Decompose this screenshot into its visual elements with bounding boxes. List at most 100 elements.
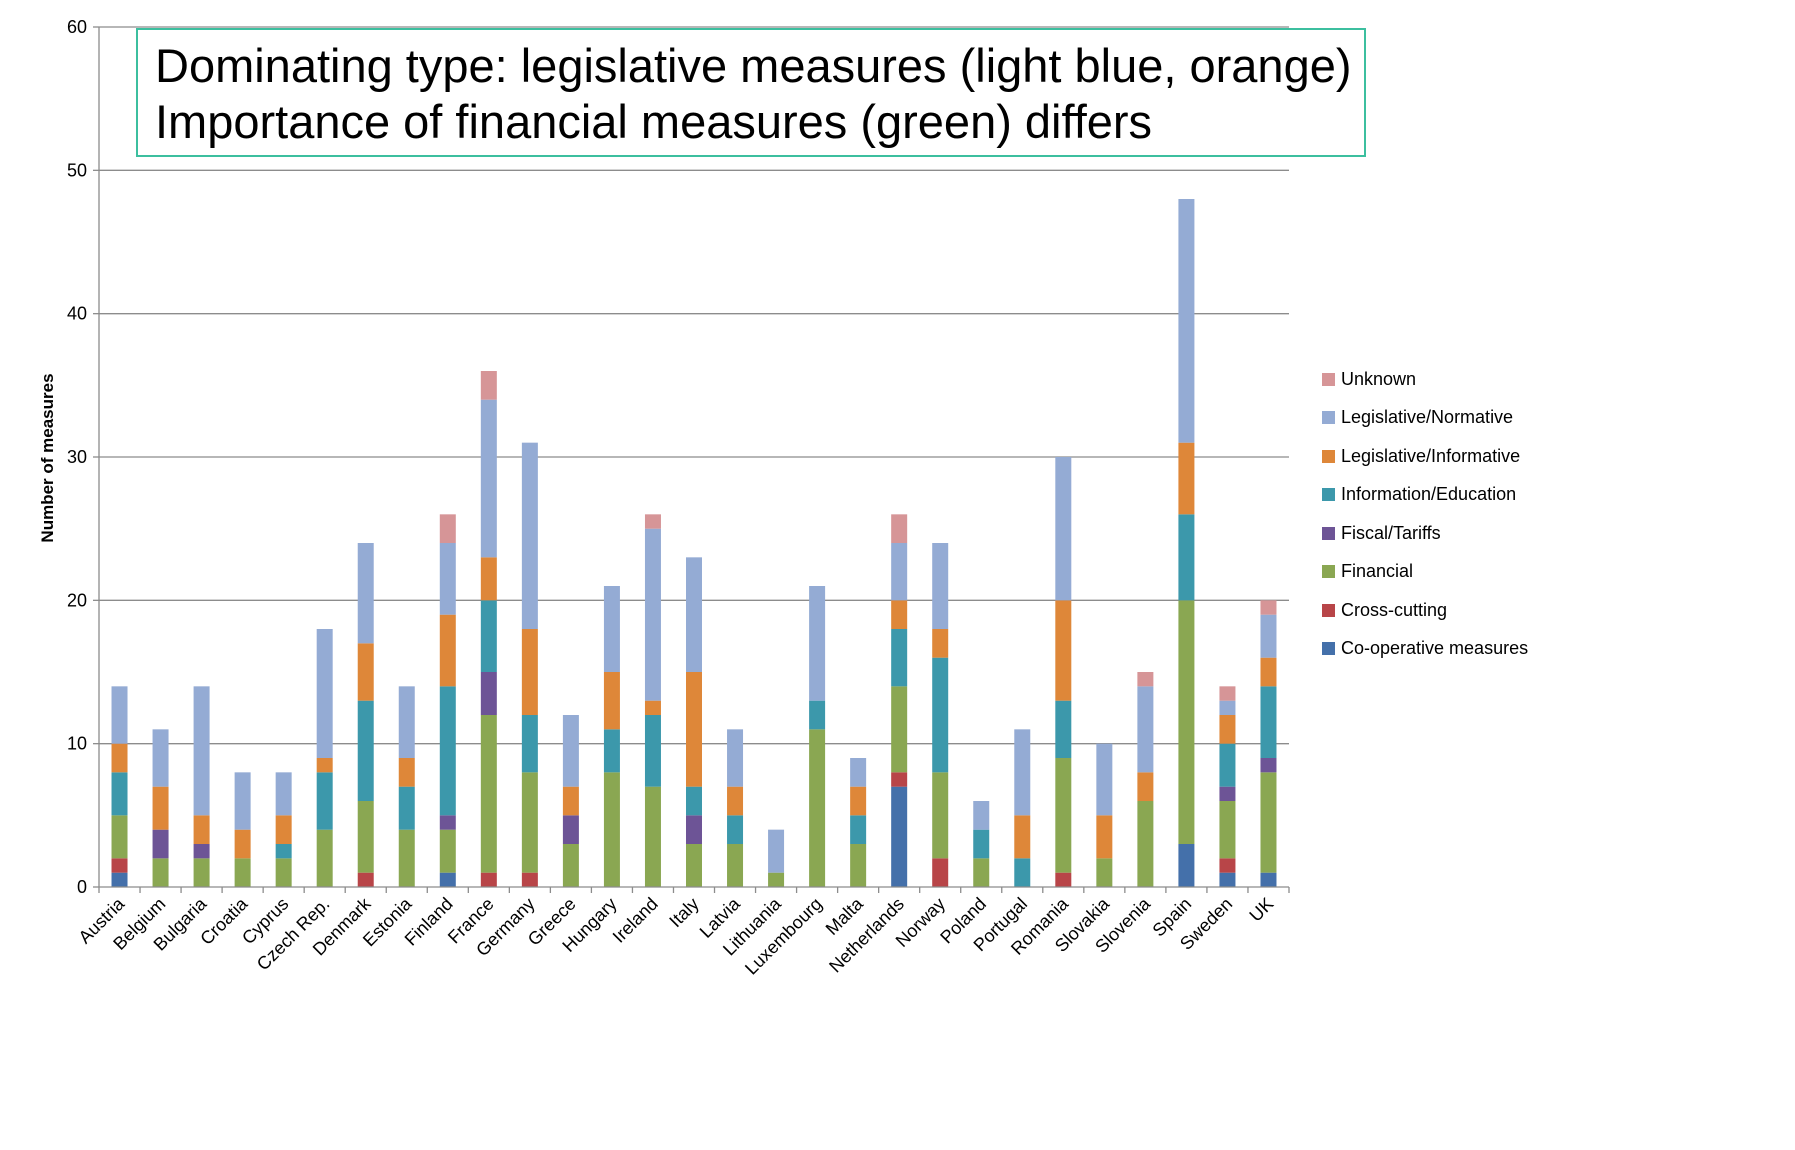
bar-segment-netherlands-legislativenormative <box>891 543 908 601</box>
bar-segment-finland-informationeducation <box>439 686 456 816</box>
bar-segment-uk-fiscaltariffs <box>1260 758 1277 773</box>
bar-segment-hungary-financial <box>603 772 620 887</box>
bar-segment-germany-informationeducation <box>521 715 538 773</box>
y-tick-label: 20 <box>67 590 87 610</box>
bar-segment-france-fiscaltariffs <box>480 672 497 715</box>
bar-segment-belgium-financial <box>152 858 169 887</box>
legend-item-fiscaltariffs: Fiscal/Tariffs <box>1322 514 1528 553</box>
bar-segment-norway-informationeducation <box>932 657 949 773</box>
bar-segment-sweden-crosscutting <box>1219 858 1236 873</box>
bar-segment-netherlands-legislativeinformative <box>891 600 908 629</box>
bar-segment-cyprus-financial <box>275 858 292 887</box>
bar-segment-austria-cooperativemeasures <box>111 872 128 887</box>
bar-segment-slovenia-financial <box>1137 801 1154 887</box>
bar-segment-france-legislativenormative <box>480 399 497 558</box>
bar-segment-uk-informationeducation <box>1260 686 1277 758</box>
bar-segment-norway-legislativenormative <box>932 543 949 629</box>
y-tick-labels: 0 10 20 30 40 50 60 <box>67 17 87 897</box>
bar-segment-croatia-legislativeinformative <box>234 829 251 859</box>
y-tick-label: 30 <box>67 447 87 467</box>
legend-item-financial: Financial <box>1322 553 1528 592</box>
bar-segment-malta-financial <box>850 844 867 887</box>
bar-segment-norway-crosscutting <box>932 858 949 887</box>
bar-segment-ireland-legislativeinformative <box>644 700 661 715</box>
bar-segment-norway-legislativeinformative <box>932 629 949 658</box>
bar-segment-sweden-informationeducation <box>1219 743 1236 787</box>
legend-swatch <box>1322 565 1335 579</box>
bar-segment-finland-legislativeinformative <box>439 614 456 687</box>
axes <box>93 26 1290 893</box>
bar-segment-luxembourg-legislativenormative <box>809 586 826 701</box>
bar-segment-belgium-legislativeinformative <box>152 786 169 830</box>
bar-segment-greece-financial <box>562 844 579 887</box>
bar-segment-slovakia-legislativenormative <box>1096 743 1113 816</box>
bar-segment-ireland-legislativenormative <box>644 528 661 701</box>
bar-segment-finland-financial <box>439 829 456 873</box>
bar-segment-bulgaria-legislativeinformative <box>193 815 210 844</box>
bar-segment-spain-legislativeinformative <box>1178 442 1195 515</box>
legend-swatch <box>1322 449 1335 463</box>
bar-segment-france-legislativeinformative <box>480 557 497 601</box>
bar-segment-sweden-legislativenormative <box>1219 700 1236 715</box>
bar-segment-finland-fiscaltariffs <box>439 815 456 830</box>
x-tick-labels: AustriaBelgiumBulgariaCroatiaCyprusCzech… <box>75 893 1278 979</box>
bar-segment-malta-legislativeinformative <box>850 786 867 816</box>
bar-segment-portugal-legislativenormative <box>1014 729 1031 816</box>
bar-segment-poland-legislativenormative <box>973 801 990 830</box>
bar-segment-luxembourg-financial <box>809 729 826 887</box>
bar-segment-greece-legislativenormative <box>562 715 579 787</box>
legend-swatch <box>1322 372 1335 386</box>
legend-label: Financial <box>1341 561 1414 582</box>
y-tick-label: 0 <box>77 877 87 897</box>
annotation-box: Dominating type: legislative measures (l… <box>136 28 1366 157</box>
bar-segment-netherlands-unknown <box>891 514 908 543</box>
bar-segment-belgium-fiscaltariffs <box>152 829 169 859</box>
y-axis-label: Number of measures <box>38 373 57 543</box>
legend-label: Unknown <box>1341 368 1417 389</box>
bar-segment-slovenia-legislativenormative <box>1137 686 1154 773</box>
bar-segment-poland-informationeducation <box>973 829 990 859</box>
bar-segment-estonia-financial <box>398 829 415 887</box>
bar-segment-croatia-legislativenormative <box>234 772 251 830</box>
legend-item-unknown: Unknown <box>1322 360 1528 399</box>
bar-segment-netherlands-cooperativemeasures <box>891 786 908 887</box>
bar-segment-bulgaria-fiscaltariffs <box>193 844 210 859</box>
bar-segment-czechrep-legislativenormative <box>316 629 333 758</box>
bar-segment-spain-financial <box>1178 600 1195 844</box>
bar-segment-ireland-unknown <box>644 514 661 529</box>
bar-segment-ireland-financial <box>644 786 661 887</box>
bar-segment-sweden-fiscaltariffs <box>1219 786 1236 801</box>
bar-segment-norway-financial <box>932 772 949 859</box>
bar-segment-denmark-crosscutting <box>357 872 374 887</box>
bar-segment-sweden-cooperativemeasures <box>1219 872 1236 887</box>
legend: Unknown Legislative/Normative Legislative/… <box>1322 360 1528 668</box>
bar-segment-belgium-legislativenormative <box>152 729 169 787</box>
bar-segment-portugal-informationeducation <box>1014 858 1031 887</box>
legend-item-crosscutting: Cross-cutting <box>1322 591 1528 630</box>
bar-segment-lithuania-legislativenormative <box>768 829 785 873</box>
bar-segment-estonia-informationeducation <box>398 786 415 830</box>
bar-segment-malta-informationeducation <box>850 815 867 844</box>
y-tick-label: 40 <box>67 304 87 324</box>
legend-swatch <box>1322 411 1335 425</box>
bar-segment-austria-legislativeinformative <box>111 743 128 773</box>
bar-segment-uk-legislativeinformative <box>1260 657 1277 687</box>
bar-segment-estonia-legislativenormative <box>398 686 415 758</box>
bar-segment-slovenia-unknown <box>1137 672 1154 687</box>
bar-segment-czechrep-financial <box>316 829 333 887</box>
bar-segment-finland-unknown <box>439 514 456 543</box>
bar-segment-sweden-legislativeinformative <box>1219 715 1236 744</box>
bar-segment-ireland-informationeducation <box>644 715 661 787</box>
bar-segment-france-crosscutting <box>480 872 497 887</box>
bar-segment-latvia-legislativeinformative <box>727 786 744 816</box>
annotation-line-1: Dominating type: legislative measures (l… <box>155 39 1352 92</box>
bar-segment-cyprus-informationeducation <box>275 844 292 859</box>
y-tick-label: 60 <box>67 17 87 37</box>
bar-segment-bulgaria-legislativenormative <box>193 686 210 816</box>
x-tick-label: UK <box>1245 894 1277 926</box>
bar-segment-portugal-legislativeinformative <box>1014 815 1031 859</box>
gridlines <box>99 26 1289 745</box>
legend-item-informationeducation: Information/Education <box>1322 476 1528 515</box>
bar-segment-italy-legislativeinformative <box>686 672 702 787</box>
bar-segment-romania-informationeducation <box>1055 700 1072 758</box>
